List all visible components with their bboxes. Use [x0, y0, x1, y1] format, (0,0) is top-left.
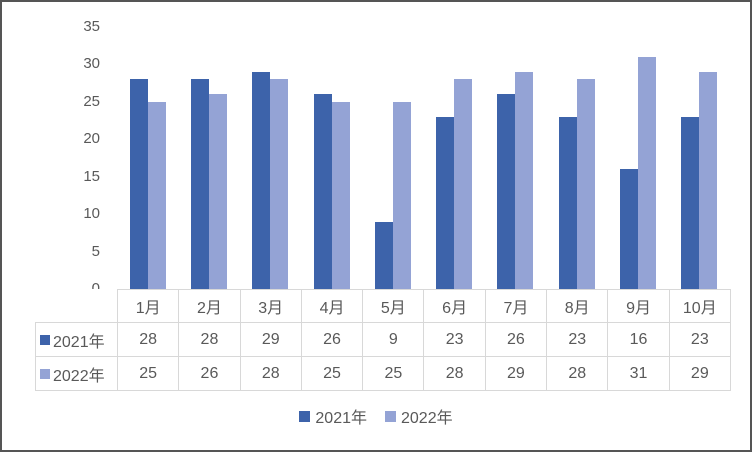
value-cell-2021年-7月: 26 [484, 322, 548, 357]
month-header-3: 3月 [239, 289, 302, 323]
bar-2022年-9月 [638, 56, 657, 289]
y-axis-tick-20: 20 [83, 130, 100, 148]
chart-legend: 2021年 2022年 [2, 403, 750, 429]
value-cell-2022年-7月: 29 [484, 356, 548, 391]
y-axis-tick-30: 30 [83, 55, 100, 73]
bar-2022年-2月 [208, 94, 227, 289]
bar-2021年-6月 [436, 116, 455, 289]
value-cell-2021年-4月: 26 [300, 322, 364, 357]
value-cell-2022年-9月: 31 [607, 356, 670, 391]
bar-2022年-7月 [515, 71, 534, 289]
bar-2022年-1月 [147, 101, 166, 289]
value-cell-2022年-3月: 28 [239, 356, 302, 391]
bar-2021年-8月 [558, 116, 577, 289]
month-header-5: 5月 [362, 289, 425, 323]
month-header-1: 1月 [116, 289, 180, 323]
bar-2021年-3月 [252, 71, 271, 289]
bar-2021年-9月 [620, 169, 639, 289]
y-axis-tick-15: 15 [83, 167, 100, 185]
data-table: 1月 2月 3月 4月 5月 6月 7月 8月 9月 10月 2021年 28 28 29 26 9 23 26 2… [35, 289, 731, 391]
month-header-4: 4月 [300, 289, 364, 323]
value-cell-2022年-10月: 29 [668, 356, 731, 391]
value-cell-2021年-2月: 28 [178, 322, 241, 357]
bar-2021年-1月 [129, 79, 148, 289]
value-cell-2021年-10月: 23 [668, 322, 731, 357]
month-header-8: 8月 [546, 289, 609, 323]
legend-label: 2022年 [401, 410, 453, 427]
legend-label: 2021年 [315, 410, 367, 427]
bar-2021年-7月 [497, 94, 516, 289]
month-header-9: 9月 [607, 289, 670, 323]
value-cell-2021年-8月: 23 [546, 322, 609, 357]
legend-key-icon [385, 410, 396, 422]
bar-2022年-3月 [270, 79, 289, 289]
y-axis-tick-35: 35 [83, 18, 100, 35]
y-axis-tick-10: 10 [83, 205, 100, 223]
bar-2022年-10月 [699, 71, 718, 289]
series-name-label: 2022年 [53, 367, 105, 385]
y-axis-tick-0: 0 [40, 280, 100, 298]
table-header-row: 1月 2月 3月 4月 5月 6月 7月 8月 9月 10月 [36, 289, 731, 323]
series-row-header-content: 2022年 [37, 362, 117, 386]
value-cell-2021年-9月: 16 [607, 322, 670, 357]
month-header-6: 6月 [423, 289, 486, 323]
legend-key-icon [40, 368, 50, 379]
value-cell-2022年-2月: 26 [178, 356, 241, 391]
bar-2021年-2月 [190, 79, 209, 289]
table-row-2021年: 2021年 28 28 29 26 9 23 26 23 16 23 [35, 322, 731, 357]
month-header-2: 2月 [178, 289, 241, 323]
series-name-label: 2021年 [53, 333, 105, 351]
value-cell-2022年-8月: 28 [546, 356, 609, 391]
bar-2021年-5月 [374, 221, 393, 289]
bar-chart-plot-area: 0 5 10 15 20 25 30 35 [2, 2, 750, 297]
legend-item-2021年: 2021年 [299, 404, 367, 428]
month-header-7: 7月 [484, 289, 548, 323]
value-cell-2022年-6月: 28 [423, 356, 486, 391]
series-row-header: 2022年 [35, 356, 118, 391]
series-row-header: 2021年 [35, 322, 118, 357]
bar-2022年-5月 [392, 101, 411, 289]
bar-2022年-8月 [576, 79, 595, 289]
value-cell-2021年-3月: 29 [239, 322, 302, 357]
bar-2021年-4月 [313, 94, 332, 289]
value-cell-2022年-4月: 25 [300, 356, 364, 391]
series-row-header-content: 2021年 [37, 328, 117, 352]
value-cell-2021年-1月: 28 [116, 322, 180, 357]
legend-key-icon [40, 334, 50, 345]
bar-2022年-6月 [454, 79, 473, 289]
legend-item-2022年: 2022年 [385, 404, 453, 428]
y-axis-tick-5: 5 [91, 242, 100, 260]
value-cell-2022年-1月: 25 [116, 356, 180, 391]
value-cell-2022年-5月: 25 [362, 356, 425, 391]
bar-2021年-10月 [681, 116, 700, 289]
table-row-2022年: 2022年 25 26 28 25 25 28 29 28 31 29 [35, 356, 731, 391]
month-header-10: 10月 [668, 289, 731, 323]
bar-2022年-4月 [331, 101, 350, 289]
y-axis-tick-25: 25 [83, 92, 100, 110]
table-corner-cell [36, 290, 118, 323]
value-cell-2021年-5月: 9 [362, 322, 425, 357]
legend-key-icon [299, 410, 311, 422]
value-cell-2021年-6月: 23 [423, 322, 486, 357]
